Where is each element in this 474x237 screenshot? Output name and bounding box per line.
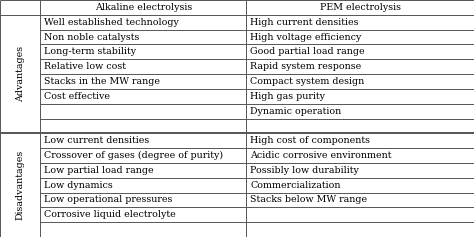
- Text: Crossover of gases (degree of purity): Crossover of gases (degree of purity): [44, 151, 223, 160]
- Text: Alkaline electrolysis: Alkaline electrolysis: [95, 3, 192, 12]
- Text: Cost effective: Cost effective: [44, 92, 110, 101]
- Text: PEM electrolysis: PEM electrolysis: [320, 3, 401, 12]
- Text: High cost of components: High cost of components: [250, 136, 370, 145]
- Text: Relative low cost: Relative low cost: [44, 62, 126, 71]
- Text: Low current densities: Low current densities: [44, 136, 149, 145]
- Text: Low dynamics: Low dynamics: [44, 181, 113, 190]
- Text: Compact system design: Compact system design: [250, 77, 365, 86]
- Text: Well established technology: Well established technology: [44, 18, 179, 27]
- Text: Commercialization: Commercialization: [250, 181, 341, 190]
- Text: Non noble catalysts: Non noble catalysts: [44, 32, 139, 41]
- Text: High voltage efficiency: High voltage efficiency: [250, 32, 362, 41]
- Text: Disadvantages: Disadvantages: [16, 150, 25, 220]
- Text: Long-term stability: Long-term stability: [44, 47, 136, 56]
- Text: Rapid system response: Rapid system response: [250, 62, 362, 71]
- Text: Acidic corrosive environment: Acidic corrosive environment: [250, 151, 392, 160]
- Text: Low partial load range: Low partial load range: [44, 166, 154, 175]
- Text: Stacks in the MW range: Stacks in the MW range: [44, 77, 160, 86]
- Text: Corrosive liquid electrolyte: Corrosive liquid electrolyte: [44, 210, 176, 219]
- Text: High gas purity: High gas purity: [250, 92, 325, 101]
- Text: Low operational pressures: Low operational pressures: [44, 196, 173, 205]
- Text: High current densities: High current densities: [250, 18, 359, 27]
- Text: Dynamic operation: Dynamic operation: [250, 107, 342, 116]
- Text: Stacks below MW range: Stacks below MW range: [250, 196, 367, 205]
- Text: Advantages: Advantages: [16, 46, 25, 102]
- Text: Possibly low durability: Possibly low durability: [250, 166, 359, 175]
- Text: Good partial load range: Good partial load range: [250, 47, 365, 56]
